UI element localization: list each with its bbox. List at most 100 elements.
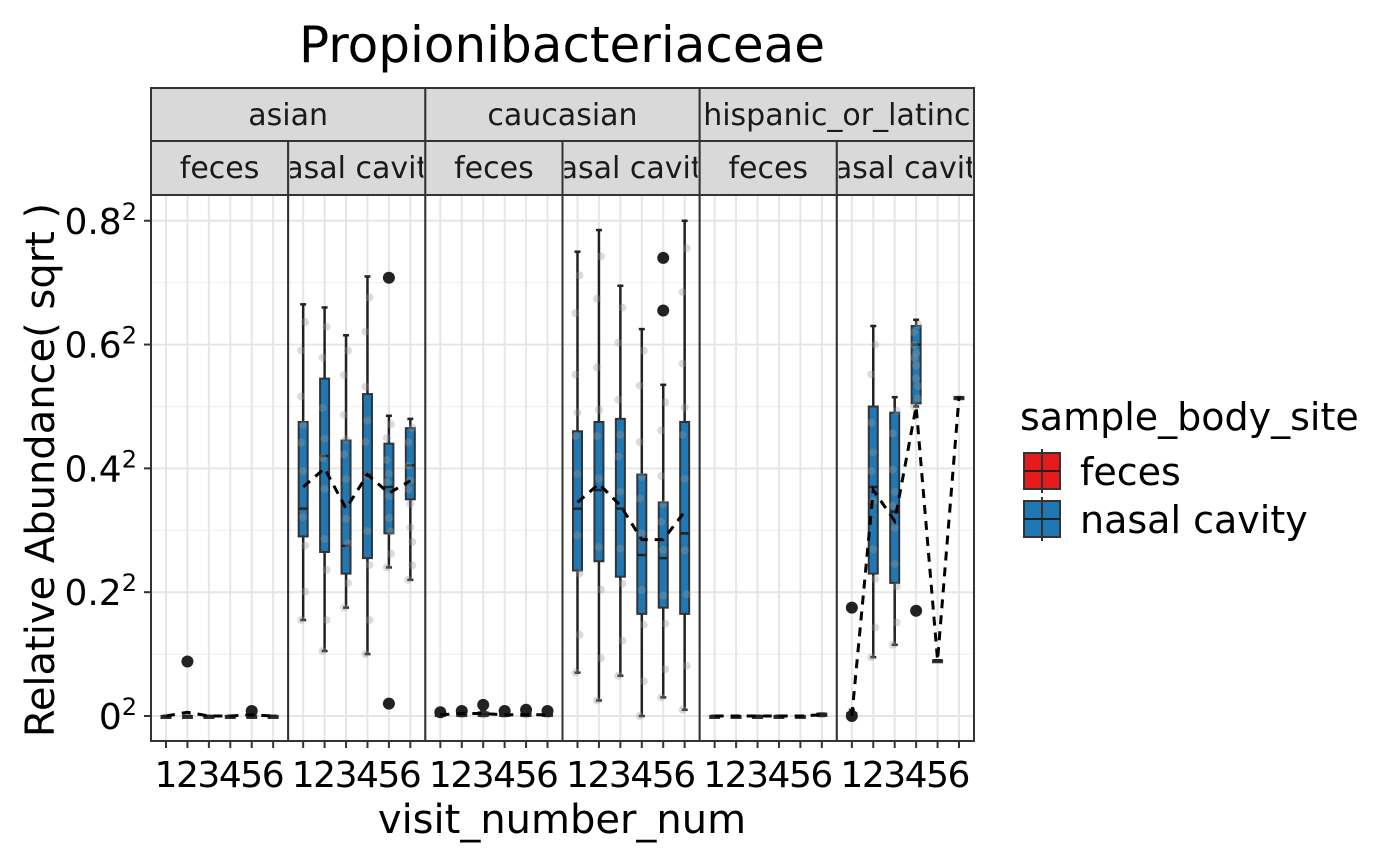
data-point <box>661 398 670 407</box>
data-point <box>912 374 921 383</box>
strip-background <box>424 87 701 142</box>
data-point <box>682 244 691 253</box>
data-point <box>657 693 666 702</box>
outlier-point <box>181 655 194 668</box>
data-point <box>659 545 668 554</box>
data-point <box>404 575 413 584</box>
data-point <box>637 585 646 594</box>
data-point <box>682 661 691 670</box>
data-point <box>888 465 897 474</box>
data-point <box>890 560 899 569</box>
data-point <box>571 309 580 318</box>
data-point <box>614 395 623 404</box>
boxplot <box>888 395 901 649</box>
data-point <box>573 531 582 540</box>
x-tick-label: 2 <box>725 755 748 796</box>
data-point <box>678 705 687 714</box>
data-point <box>869 545 878 554</box>
data-point <box>404 461 413 470</box>
x-tick-label: 3 <box>197 755 220 796</box>
x-tick-label: 5 <box>515 755 538 796</box>
outlier-point <box>657 304 670 317</box>
strip-ethnicity-label: asian <box>248 98 328 133</box>
data-point <box>340 603 349 612</box>
strip-background <box>698 140 838 196</box>
data-point <box>678 288 687 297</box>
strip-body-site-label: asal cavit <box>834 151 977 186</box>
outlier-point <box>382 697 395 710</box>
data-point <box>657 472 666 481</box>
data-point <box>344 346 353 355</box>
outlier-point <box>434 706 447 719</box>
data-point <box>892 582 901 591</box>
data-point <box>892 618 901 627</box>
legend-entry: feces <box>1023 449 1181 494</box>
data-point <box>386 527 395 536</box>
outlier-point <box>382 271 395 284</box>
data-point <box>892 407 901 416</box>
strip-body-site: asal cavit <box>834 140 977 196</box>
data-point <box>320 484 329 493</box>
strip-ethnicity: caucasian <box>424 87 701 142</box>
x-tick-label: 6 <box>948 755 971 796</box>
data-point <box>910 402 919 411</box>
data-point <box>618 303 627 312</box>
data-point <box>361 437 370 446</box>
x-tick-label: 6 <box>536 755 559 796</box>
data-point <box>361 327 370 336</box>
data-point <box>361 382 370 391</box>
data-point <box>914 320 923 329</box>
boxplot <box>382 271 395 710</box>
x-tick-label: 3 <box>609 755 632 796</box>
data-point <box>318 453 327 462</box>
data-point <box>682 590 691 599</box>
x-axis-label: visit_number_num <box>378 797 746 843</box>
strip-body-site-label: asal cavit <box>560 151 703 186</box>
data-point <box>867 418 876 427</box>
data-point <box>386 420 395 429</box>
strip-body-site-label: feces <box>728 151 808 186</box>
boxplot <box>592 228 605 705</box>
data-point <box>340 371 349 380</box>
data-point <box>408 423 417 432</box>
x-tick-label: 5 <box>789 755 812 796</box>
data-point <box>871 340 880 349</box>
data-point <box>594 474 603 483</box>
x-tick-label: 2 <box>862 755 885 796</box>
data-point <box>661 665 670 674</box>
y-tick-label: 0.22 <box>64 569 137 614</box>
data-point <box>869 448 878 457</box>
data-point <box>635 494 644 503</box>
strip-body-site-label: feces <box>454 151 534 186</box>
x-tick-label: 4 <box>630 755 653 796</box>
x-tick-label: 5 <box>377 755 400 796</box>
legend-title: sample_body_site <box>1020 395 1359 439</box>
strip-body-site-label: feces <box>180 151 260 186</box>
data-point <box>299 513 308 522</box>
data-point <box>322 616 331 625</box>
data-point <box>318 403 327 412</box>
data-point <box>596 585 605 594</box>
mean-trend-line <box>165 710 274 718</box>
mean-trend-line <box>850 397 961 717</box>
data-point <box>618 579 627 588</box>
data-point <box>573 469 582 478</box>
x-tick-label: 1 <box>840 755 863 796</box>
x-tick-label: 4 <box>768 755 791 796</box>
data-point <box>320 434 329 443</box>
data-point <box>592 696 601 705</box>
facet-panel <box>424 194 564 742</box>
x-tick-label: 3 <box>883 755 906 796</box>
data-point <box>890 523 899 532</box>
data-point <box>614 452 623 461</box>
x-tick-label: 5 <box>926 755 949 796</box>
facet-panel <box>287 194 427 742</box>
x-tick-label: 3 <box>746 755 769 796</box>
x-tick-label: 2 <box>313 755 336 796</box>
data-point <box>404 485 413 494</box>
data-point <box>867 653 876 662</box>
box <box>614 417 626 578</box>
data-point <box>639 677 648 686</box>
data-point <box>342 435 351 444</box>
